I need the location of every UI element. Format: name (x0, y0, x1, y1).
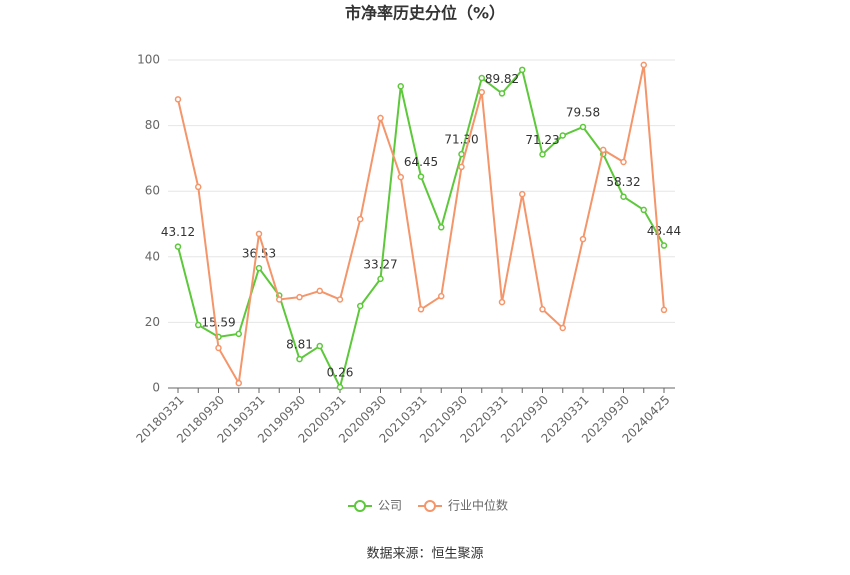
point (640, 206, 647, 214)
point (640, 61, 647, 69)
data-label: 58.32 (606, 175, 640, 189)
point (357, 302, 364, 310)
point (559, 324, 566, 332)
y-tick-label: 40 (145, 249, 160, 263)
point (397, 82, 404, 90)
point (539, 306, 546, 313)
point (498, 90, 506, 97)
point (316, 342, 323, 350)
y-tick-label: 80 (145, 118, 160, 132)
point (235, 379, 242, 387)
point (478, 88, 485, 96)
point (336, 383, 344, 391)
point (600, 146, 607, 154)
point (255, 230, 263, 238)
point (195, 183, 202, 191)
point (255, 264, 263, 272)
point (195, 321, 202, 329)
point (438, 224, 445, 231)
point (296, 293, 303, 301)
point (519, 190, 526, 198)
legend-marker (424, 500, 436, 512)
point (417, 306, 425, 313)
point (174, 243, 182, 250)
point (397, 173, 404, 181)
point (316, 287, 323, 295)
point (498, 298, 506, 306)
data-label: 79.58 (566, 105, 600, 119)
point (660, 306, 668, 314)
data-label: 89.82 (485, 72, 519, 86)
legend-label: 公司 (378, 499, 402, 513)
point (276, 296, 283, 303)
point (458, 163, 465, 171)
data-label: 71.30 (444, 133, 478, 147)
y-tick-label: 100 (137, 53, 160, 67)
point (579, 235, 587, 243)
point (357, 215, 364, 223)
point (559, 132, 566, 139)
y-tick-label: 20 (145, 315, 160, 329)
legend-label: 行业中位数 (448, 498, 508, 513)
point (174, 96, 182, 103)
point (458, 150, 465, 158)
point (377, 275, 384, 283)
data-label: 15.59 (201, 315, 235, 329)
point (620, 158, 627, 166)
point (519, 66, 526, 74)
y-tick-label: 0 (152, 381, 160, 395)
data-label: 64.45 (404, 155, 438, 169)
chart-title: 市净率历史分位（%） (345, 4, 505, 23)
data-label: 71.23 (525, 133, 559, 147)
data-label: 43.12 (161, 225, 195, 239)
point (539, 151, 546, 158)
point (296, 355, 303, 363)
data-label: 8.81 (286, 338, 313, 352)
y-tick-label: 60 (145, 184, 160, 198)
point (438, 292, 445, 300)
point (235, 330, 242, 338)
data-label: 43.44 (647, 224, 681, 238)
point (215, 344, 222, 352)
data-label: 36.53 (242, 247, 276, 261)
point (377, 114, 384, 122)
data-label: 0.26 (327, 366, 354, 380)
data-label: 33.27 (363, 257, 397, 271)
point (660, 242, 668, 249)
legend-marker (354, 500, 366, 512)
point (478, 74, 485, 82)
point (579, 123, 587, 131)
source-note: 数据来源：恒生聚源 (366, 547, 483, 562)
point (336, 296, 344, 303)
point (620, 193, 627, 200)
point (417, 173, 425, 180)
